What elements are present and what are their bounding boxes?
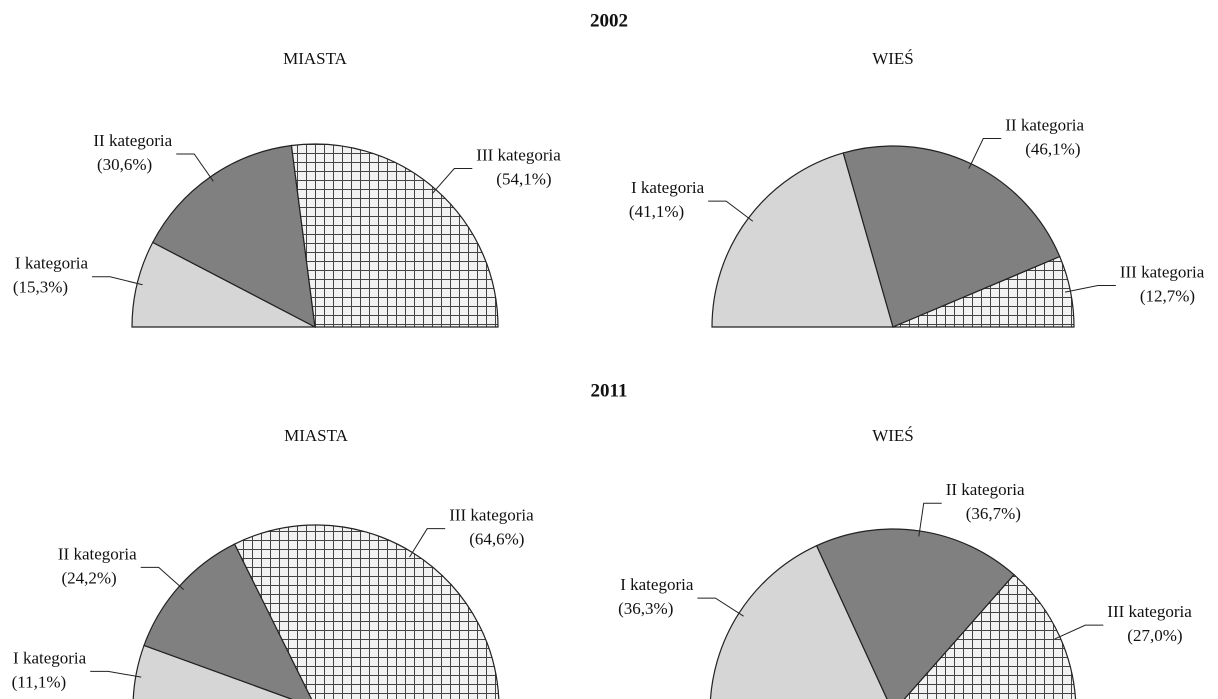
slice-label: III kategoria — [1120, 262, 1205, 281]
slice-label: III kategoria — [476, 145, 561, 164]
slice-label: II kategoria — [946, 480, 1025, 499]
slice-label: I kategoria — [631, 178, 705, 197]
slice-label: I kategoria — [15, 254, 89, 273]
slice-label: I kategoria — [13, 648, 87, 667]
leader-line — [140, 566, 185, 591]
slice-value-label: (24,2%) — [61, 568, 116, 587]
leader-line — [90, 670, 142, 678]
leader-line — [409, 528, 446, 558]
leader-line — [176, 153, 214, 182]
slice-value-label: (30,6%) — [97, 155, 152, 174]
pie-slice — [290, 143, 499, 328]
slice-value-label: (36,3%) — [618, 599, 673, 618]
slice-value-label: (27,0%) — [1127, 626, 1182, 645]
leader-line — [1064, 285, 1116, 293]
slice-value-label: (46,1%) — [1025, 139, 1080, 158]
slice-value-label: (41,1%) — [629, 202, 684, 221]
chart-title: WIEŚ — [872, 426, 914, 445]
leader-line — [697, 597, 744, 617]
leader-line — [968, 137, 1002, 169]
slice-value-label: (12,7%) — [1140, 286, 1195, 305]
slice-value-label: (11,1%) — [12, 672, 67, 691]
leader-line — [1054, 624, 1104, 640]
chart-title: MIASTA — [284, 426, 349, 445]
year-heading: 2011 — [591, 380, 628, 401]
chart-title: WIEŚ — [872, 49, 914, 68]
leader-line — [92, 276, 143, 286]
slice-label: II kategoria — [58, 544, 137, 563]
chart-title: MIASTA — [283, 49, 348, 68]
leader-line — [708, 200, 754, 222]
leader-line — [431, 168, 473, 194]
slice-label: II kategoria — [1005, 115, 1084, 134]
leader-line — [918, 502, 942, 537]
year-heading: 2002 — [590, 10, 628, 31]
slice-value-label: (64,6%) — [469, 530, 524, 549]
slice-label: II kategoria — [93, 131, 172, 150]
slice-value-label: (54,1%) — [496, 169, 551, 188]
slice-label: I kategoria — [620, 575, 694, 594]
slice-label: III kategoria — [449, 506, 534, 525]
slice-label: III kategoria — [1107, 602, 1192, 621]
slice-value-label: (15,3%) — [13, 278, 68, 297]
slice-value-label: (36,7%) — [966, 504, 1021, 523]
